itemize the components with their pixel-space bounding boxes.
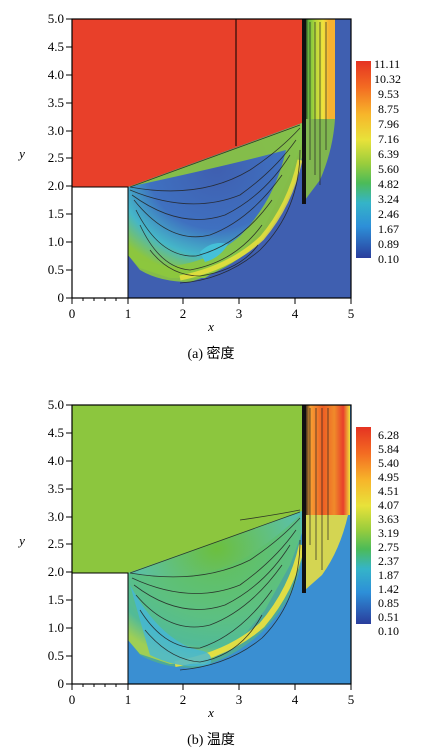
chart-a-colorbar-labels: 11.11 10.32 9.53 8.75 7.96 7.16 6.39 5.6…: [374, 57, 401, 266]
chart-a-streamlines: [129, 22, 327, 284]
chart-a-x-tick-label: 2: [180, 306, 187, 321]
chart-b: 0 1 2 3 4 5 0 0.5 1.0 1.5 2.0 2.5 3.0 3.…: [17, 397, 399, 748]
chart-a-y-tick-label: 0: [58, 290, 65, 305]
chart-b-y-tick-label: 4.5: [48, 425, 64, 440]
chart-b-colorbar-labels: 6.28 5.84 5.40 4.95 4.51 4.07 3.63 3.19 …: [378, 428, 399, 638]
chart-a-vortex-pocket: [200, 243, 228, 262]
chart-a-y-tick-label: 3.0: [48, 123, 64, 138]
chart-b-colorbar-label: 3.63: [378, 512, 399, 526]
chart-a-colorbar-label: 1.67: [378, 222, 399, 236]
chart-a-y-tick-label: 4.0: [48, 67, 64, 82]
chart-a-colorbar-label: 9.53: [378, 87, 399, 101]
chart-b-cool-pocket: [130, 585, 212, 667]
chart-b-colorbar-label: 4.95: [378, 470, 399, 484]
chart-a-x-axis-label: x: [207, 319, 214, 334]
chart-a-x-tick-label: 0: [69, 306, 76, 321]
chart-b-caption: (b) 温度: [187, 732, 235, 748]
chart-a-colorbar-label: 11.11: [374, 57, 400, 71]
chart-a-colorbar-label: 0.10: [378, 252, 399, 266]
chart-a-y-tick-label: 1.0: [48, 234, 64, 249]
chart-b-colorbar-label: 2.75: [378, 540, 399, 554]
chart-b-colorbar-label: 0.10: [378, 624, 399, 638]
chart-b-colorbar-label: 3.19: [378, 526, 399, 540]
chart-a-colorbar-label: 2.46: [378, 207, 399, 221]
chart-a-shock-front: [179, 159, 303, 281]
chart-b-colorbar-label: 1.87: [378, 568, 399, 582]
chart-b-colorbar-label: 2.37: [378, 554, 399, 568]
chart-b-x-tick-label: 2: [180, 692, 187, 707]
chart-a-y-tick-label: 1.5: [48, 206, 64, 221]
chart-a-colorbar-label: 4.82: [378, 177, 399, 191]
chart-b-y-tick-label: 3.0: [48, 509, 64, 524]
chart-b-colorbar-label: 0.85: [378, 596, 399, 610]
chart-a-y-axis-label: y: [17, 146, 25, 161]
chart-a-colorbar-label: 10.32: [374, 72, 401, 86]
chart-a-y-tick-label: 2.5: [48, 150, 64, 165]
chart-b-colorbar: [356, 427, 371, 624]
chart-b-y-tick-label: 2.0: [48, 564, 64, 579]
chart-b-y-tick-label: 1.5: [48, 592, 64, 607]
chart-a-colorbar-label: 7.96: [378, 117, 399, 131]
chart-b-y-tick-label: 5.0: [48, 397, 64, 412]
chart-a-colorbar-label: 7.16: [378, 132, 399, 146]
chart-a-y-tick-labels: 0 0.5 1.0 1.5 2.0 2.5 3.0 3.5 4.0 4.5 5.…: [48, 11, 64, 305]
chart-a-step: [71, 186, 129, 299]
chart-a-colorbar-label: 8.75: [378, 102, 399, 116]
chart-a-colorbar-label: 0.89: [378, 237, 399, 251]
chart-b-streamlines: [129, 408, 329, 671]
chart-a-y-tick-label: 0.5: [48, 262, 64, 277]
chart-a-colorbar-label: 5.60: [378, 162, 399, 176]
chart-b-y-tick-label: 1.0: [48, 620, 64, 635]
chart-a-ticks: [66, 18, 352, 304]
chart-a-y-tick-label: 2.0: [48, 178, 64, 193]
chart-b-x-tick-label: 1: [125, 692, 132, 707]
chart-a: 0 1 2 3 4 5 0 0.5 1.0 1.5 2.0 2.5 3.0 3.…: [17, 11, 401, 362]
chart-b-colorbar-label: 6.28: [378, 428, 399, 442]
chart-b-colorbar-label: 4.51: [378, 484, 399, 498]
chart-a-plot-area: [71, 18, 352, 299]
chart-a-colorbar-label: 6.39: [378, 147, 399, 161]
chart-b-colorbar-label: 5.84: [378, 442, 399, 456]
chart-a-shock-band: [128, 122, 305, 282]
chart-a-freestream-region: [72, 19, 305, 187]
chart-b-y-tick-label: 2.5: [48, 536, 64, 551]
chart-a-x-tick-label: 3: [236, 306, 243, 321]
chart-b-step: [71, 572, 129, 685]
chart-a-y-tick-label: 4.5: [48, 39, 64, 54]
chart-b-jet-core: [305, 405, 350, 515]
chart-b-y-tick-label: 0: [58, 676, 65, 691]
chart-b-y-tick-label: 4.0: [48, 453, 64, 468]
chart-b-x-axis-label: x: [207, 705, 214, 720]
chart-b-y-tick-label: 3.5: [48, 481, 64, 496]
chart-a-y-tick-label: 5.0: [48, 11, 64, 26]
chart-a-expansion-region: [128, 122, 305, 278]
chart-a-x-tick-label: 5: [348, 306, 355, 321]
chart-b-colorbar-label: 1.42: [378, 582, 399, 596]
chart-a-y-tick-label: 3.5: [48, 95, 64, 110]
chart-b-plot-area: [71, 404, 352, 685]
chart-b-x-tick-label: 5: [348, 692, 355, 707]
chart-b-ticks: [66, 404, 352, 690]
chart-b-x-tick-labels: 0 1 2 3 4 5: [69, 692, 355, 707]
chart-a-wall: [302, 19, 306, 204]
chart-b-y-tick-labels: 0 0.5 1.0 1.5 2.0 2.5 3.0 3.5 4.0 4.5 5.…: [48, 397, 64, 691]
chart-a-colorbar-label: 3.24: [378, 192, 399, 206]
chart-a-x-tick-label: 1: [125, 306, 132, 321]
chart-b-wall: [302, 405, 306, 593]
chart-b-colorbar-label: 5.40: [378, 456, 399, 470]
chart-a-caption: (a) 密度: [187, 345, 234, 362]
chart-b-freestream-region: [72, 405, 305, 573]
chart-a-x-tick-label: 4: [292, 306, 299, 321]
chart-b-x-tick-label: 3: [236, 692, 243, 707]
chart-b-y-tick-label: 0.5: [48, 648, 64, 663]
chart-b-y-axis-label: y: [17, 533, 25, 548]
chart-b-colorbar-label: 4.07: [378, 498, 399, 512]
chart-b-x-tick-label: 0: [69, 692, 76, 707]
chart-a-x-tick-labels: 0 1 2 3 4 5: [69, 306, 355, 321]
chart-a-colorbar: [356, 61, 371, 258]
chart-b-colorbar-label: 0.51: [378, 610, 399, 624]
chart-b-x-tick-label: 4: [292, 692, 299, 707]
